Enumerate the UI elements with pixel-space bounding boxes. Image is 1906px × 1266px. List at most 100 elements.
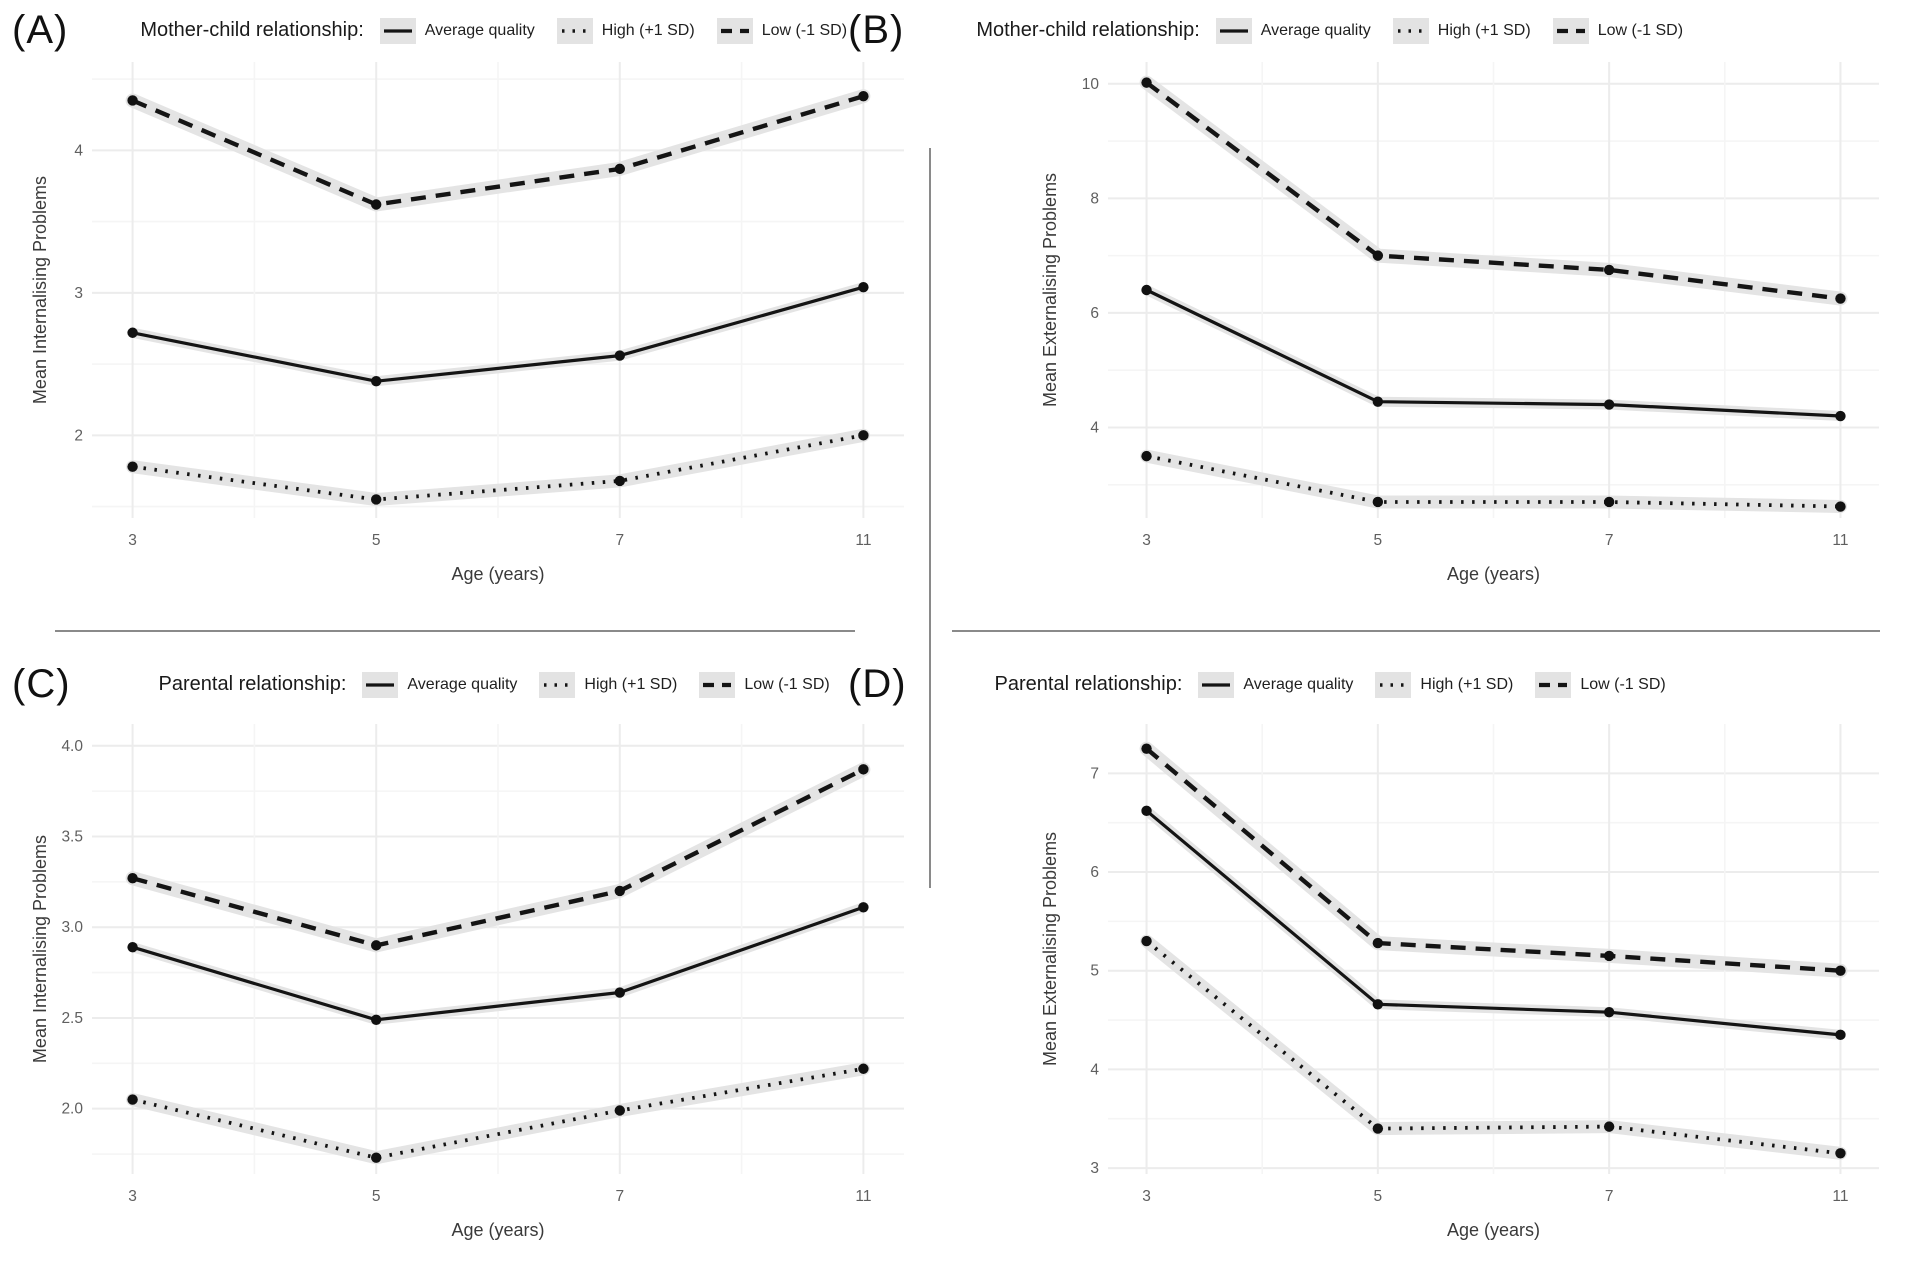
legend-item-high: High (+1 SD) [1392, 17, 1531, 44]
legend-item-high: High (+1 SD) [556, 17, 695, 44]
x-tick-label: 3 [128, 532, 137, 549]
data-point [1835, 965, 1846, 976]
x-tick-label: 7 [1605, 532, 1614, 549]
panel-a-header: (A) Mother-child relationship: Average q… [12, 8, 869, 53]
solid-line-key-icon [379, 17, 416, 44]
line-solid [1145, 809, 1841, 1037]
horizontal-divider-left [55, 630, 855, 632]
y-tick-label: 3 [74, 285, 83, 302]
data-point [371, 199, 382, 210]
y-tick-label: 6 [1090, 305, 1099, 322]
y-tick-label: 8 [1090, 190, 1099, 207]
x-tick-label: 5 [1374, 1188, 1383, 1205]
data-points [1141, 743, 1846, 1159]
legend-item-high: High (+1 SD) [1375, 671, 1514, 698]
x-axis-title: Age (years) [1447, 1220, 1540, 1240]
y-tick-label: 2 [74, 427, 83, 444]
data-point [127, 941, 138, 953]
legend-item-low: Low (-1 SD) [699, 671, 830, 698]
legend-label-low: Low (-1 SD) [744, 675, 830, 693]
data-point [1603, 1121, 1615, 1132]
legend-label-low: Low (-1 SD) [1580, 675, 1666, 693]
ribbon-dotted [1140, 934, 1847, 1160]
gridlines [92, 724, 904, 1174]
legend-label-average: Average quality [1243, 675, 1354, 693]
data-point [1603, 399, 1615, 410]
data-points [127, 91, 869, 505]
dashed-line-key-icon [1535, 671, 1572, 698]
x-axis-tick-labels: 3 5 7 11 [1142, 532, 1848, 549]
x-tick-label: 5 [372, 532, 381, 549]
data-point [614, 987, 625, 998]
y-tick-label: 4 [74, 142, 83, 159]
data-point [1372, 396, 1384, 407]
data-point [1141, 450, 1152, 462]
data-point [371, 1152, 382, 1163]
x-tick-label: 11 [855, 532, 871, 549]
data-points [127, 764, 869, 1163]
dotted-line-key-icon [1392, 17, 1429, 44]
y-axis-title: Mean Externalising Problems [1040, 832, 1060, 1066]
panel-d-line-chart: 3 4 5 6 7 3 5 7 11 Age (years) Mean Externalising … [1040, 724, 1879, 1240]
data-point [1603, 264, 1615, 276]
line-dotted [132, 433, 864, 502]
panel-c-letter: (C) [12, 662, 71, 706]
panel-c-header: (C) Parental relationship: Average quali… [12, 662, 852, 707]
x-tick-label: 7 [615, 532, 624, 549]
panel-d-letter: (D) [848, 662, 907, 706]
legend-label-high: High (+1 SD) [1437, 21, 1531, 39]
y-axis-tick-labels: 4 6 8 10 [1082, 76, 1100, 437]
ribbon-dotted [1140, 449, 1847, 513]
dashed-line-key-icon [716, 17, 753, 44]
data-point [858, 281, 869, 293]
data-point [1141, 77, 1152, 88]
line-dashed [131, 94, 865, 207]
panel-c-group-label: Parental relationship: [158, 673, 347, 695]
x-tick-label: 11 [1832, 1188, 1848, 1205]
x-axis-tick-labels: 3 5 7 11 [128, 1188, 871, 1205]
data-point [127, 1094, 138, 1105]
x-tick-label: 3 [1142, 532, 1151, 549]
y-tick-label: 6 [1090, 864, 1099, 881]
y-tick-label: 4 [1090, 419, 1099, 436]
data-point [371, 1014, 382, 1025]
y-axis-tick-labels: 2 3 4 [74, 142, 83, 444]
y-tick-label: 2.5 [61, 1010, 83, 1027]
data-point [1835, 410, 1846, 422]
horizontal-divider-right [952, 630, 1880, 632]
data-point [1141, 743, 1152, 754]
y-tick-label: 2.0 [61, 1101, 83, 1118]
y-tick-label: 5 [1090, 963, 1099, 980]
panel-b-group-label: Mother-child relationship: [976, 19, 1200, 41]
legend-label-high: High (+1 SD) [1420, 675, 1514, 693]
panel-c-line-chart: 2.0 2.5 3.0 3.5 4.0 3 5 7 11 Age (years) Mean Inte… [30, 724, 904, 1240]
legend-item-average: Average quality [379, 17, 535, 44]
data-point [1372, 999, 1384, 1010]
y-axis-tick-labels: 3 4 5 6 7 [1090, 765, 1099, 1177]
data-point [1603, 950, 1615, 962]
y-tick-label: 4.0 [61, 738, 83, 755]
data-point [1372, 496, 1384, 508]
dotted-line-key-icon [539, 671, 576, 698]
panel-a-legend: Average quality High (+1 SD) Low (-1 SD) [379, 17, 869, 44]
legend-label-low: Low (-1 SD) [761, 21, 848, 39]
x-tick-label: 3 [1142, 1188, 1151, 1205]
x-axis-tick-labels: 3 5 7 11 [1142, 1188, 1848, 1205]
y-tick-label: 3 [1090, 1160, 1099, 1177]
panel-b-letter: (B) [848, 8, 905, 52]
legend-label-high: High (+1 SD) [601, 21, 695, 39]
y-tick-label: 10 [1082, 76, 1100, 93]
x-tick-label: 5 [372, 1188, 381, 1205]
legend-item-high: High (+1 SD) [539, 671, 677, 698]
data-point [614, 885, 625, 897]
dashed-line-key-icon [1552, 17, 1589, 44]
data-point [858, 1063, 869, 1074]
legend-item-average: Average quality [362, 671, 517, 698]
x-axis-title: Age (years) [1447, 564, 1540, 584]
line-dashed [1145, 747, 1841, 973]
data-point [1141, 935, 1152, 947]
panel-d-group-label: Parental relationship: [994, 673, 1183, 695]
data-point [1141, 284, 1152, 296]
data-point [858, 764, 869, 775]
dotted-line-key-icon [556, 17, 593, 44]
